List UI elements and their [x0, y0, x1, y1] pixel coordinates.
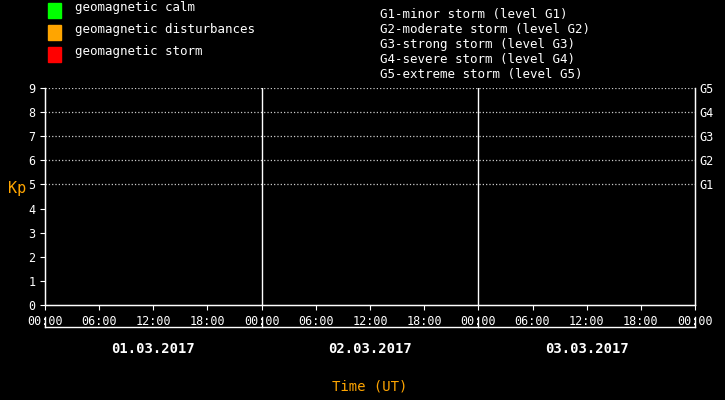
Text: geomagnetic calm: geomagnetic calm	[75, 2, 195, 14]
Y-axis label: Kp: Kp	[8, 182, 26, 196]
Text: geomagnetic storm: geomagnetic storm	[75, 46, 202, 58]
Text: G3-strong storm (level G3): G3-strong storm (level G3)	[380, 38, 575, 51]
Text: Time (UT): Time (UT)	[332, 380, 407, 394]
Text: G2-moderate storm (level G2): G2-moderate storm (level G2)	[380, 23, 590, 36]
Text: G1-minor storm (level G1): G1-minor storm (level G1)	[380, 8, 568, 21]
Text: 03.03.2017: 03.03.2017	[544, 342, 629, 356]
Text: 01.03.2017: 01.03.2017	[112, 342, 195, 356]
Text: geomagnetic disturbances: geomagnetic disturbances	[75, 24, 255, 36]
Text: G5-extreme storm (level G5): G5-extreme storm (level G5)	[380, 68, 582, 81]
Text: G4-severe storm (level G4): G4-severe storm (level G4)	[380, 53, 575, 66]
Text: 02.03.2017: 02.03.2017	[328, 342, 412, 356]
